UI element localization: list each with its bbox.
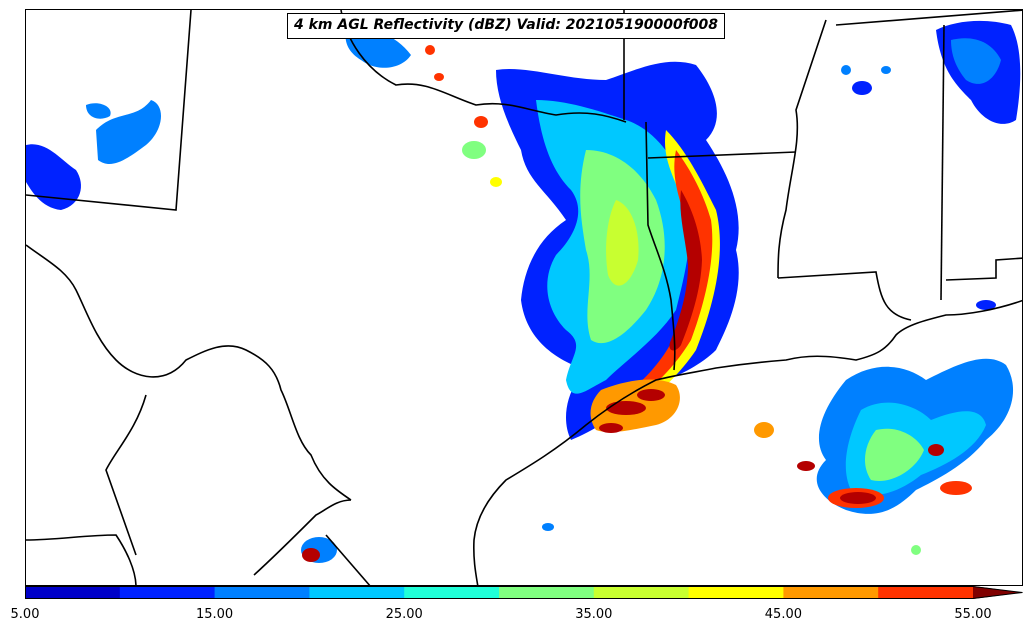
colorbar-tick-label: 35.00	[575, 607, 613, 622]
boundary-mexico-1	[105, 394, 147, 556]
echo-main-band-core	[606, 200, 639, 286]
boundary-ms-north	[835, 10, 1022, 26]
echo-gulf-core-2	[637, 389, 665, 401]
echo-north-core-2	[434, 73, 444, 81]
echo-offshore-cell-2	[911, 545, 921, 555]
colorbar-bin-1	[119, 586, 216, 599]
boundary-nm-line	[26, 10, 192, 211]
colorbar-bin-7	[688, 586, 784, 599]
colorbar-tick-label: 25.00	[385, 607, 423, 622]
colorbar-tick-label: 55.00	[954, 607, 992, 622]
boundary-rio-grande	[26, 244, 352, 501]
boundary-tx-la	[645, 121, 676, 371]
colorbar-bin-4	[404, 586, 500, 599]
boundary-mexico-3	[253, 499, 352, 576]
colorbar-bin-5	[499, 586, 595, 599]
echo-line-darkred	[669, 190, 702, 351]
echo-ne-cluster-inner	[951, 38, 1001, 84]
echo-mexico-core	[302, 548, 320, 562]
colorbar-tick-label: 15.00	[195, 607, 234, 622]
echo-north-core	[425, 45, 435, 55]
colorbar-bin-9	[878, 586, 974, 599]
echo-gulf-core-1	[606, 401, 646, 415]
boundary-mexico-4	[325, 534, 371, 585]
boundary-mexico-2	[26, 534, 137, 585]
boundary-ar-la	[647, 151, 797, 159]
map-boundaries	[26, 10, 1022, 585]
colorbar-tick-label: 5.00	[10, 607, 40, 622]
echo-east-core-6	[754, 422, 774, 438]
colorbar-bin-3	[309, 586, 405, 599]
echo-nw-1	[26, 144, 81, 210]
colorbar-extend-triangle	[973, 586, 1023, 599]
echo-ms-cell-2	[841, 65, 851, 75]
coastline-gulf	[473, 299, 1022, 585]
colorbar-bin-8	[783, 586, 879, 599]
echo-nw-3	[86, 103, 111, 119]
colorbar-bin-2	[214, 586, 310, 599]
reflectivity-field	[26, 20, 1021, 563]
echo-east-core-5	[797, 461, 815, 471]
echo-offshore-cell	[542, 523, 554, 531]
echo-ms-cell-1	[852, 81, 872, 95]
colorbar-bin-6	[593, 586, 690, 599]
echo-east-core-4	[928, 444, 944, 456]
echo-east-cluster-inner	[864, 428, 924, 481]
reflectivity-map	[26, 10, 1022, 585]
colorbar	[25, 586, 1023, 599]
echo-la-cell-1	[976, 300, 996, 310]
echo-tx-cell-1	[474, 116, 488, 128]
colorbar-tick-label: 45.00	[764, 607, 802, 622]
echo-east-core-3	[940, 481, 972, 495]
map-panel	[25, 9, 1023, 586]
map-title: 4 km AGL Reflectivity (dBZ) Valid: 20210…	[287, 13, 726, 39]
boundary-ok-tx	[340, 10, 627, 123]
boundary-la-south	[777, 271, 912, 321]
boundary-ms-al	[940, 24, 945, 301]
echo-ms-cell-3	[881, 66, 891, 74]
echo-gulf-core-3	[599, 423, 623, 433]
colorbar-outline	[25, 586, 1023, 599]
echo-nw-2	[96, 100, 162, 165]
boundary-al-fl	[945, 257, 1022, 281]
echo-tx-cell-3	[490, 177, 502, 187]
colorbar-bin-0	[25, 586, 121, 599]
echo-east-core-2	[840, 492, 876, 504]
boundary-mississippi-river	[777, 19, 827, 279]
echo-tx-cell-2	[462, 141, 486, 159]
